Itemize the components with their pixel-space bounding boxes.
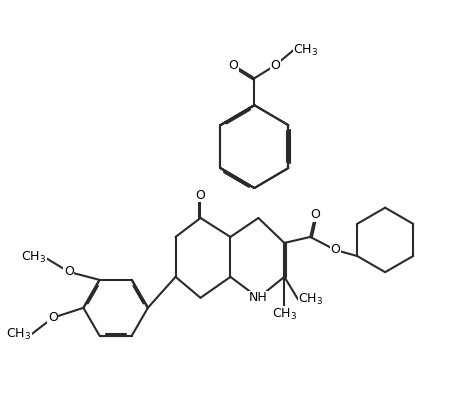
Text: O: O [229,59,238,72]
Text: O: O [64,265,73,278]
Text: O: O [310,208,320,221]
Text: O: O [195,188,206,201]
Text: O: O [330,243,340,256]
Text: NH: NH [249,291,268,304]
Text: CH$_3$: CH$_3$ [6,327,31,342]
Text: CH$_3$: CH$_3$ [293,43,318,58]
Text: O: O [48,311,58,324]
Text: CH$_3$: CH$_3$ [21,250,46,265]
Text: CH$_3$: CH$_3$ [272,307,297,322]
Text: CH$_3$: CH$_3$ [298,292,323,307]
Text: O: O [270,59,280,72]
